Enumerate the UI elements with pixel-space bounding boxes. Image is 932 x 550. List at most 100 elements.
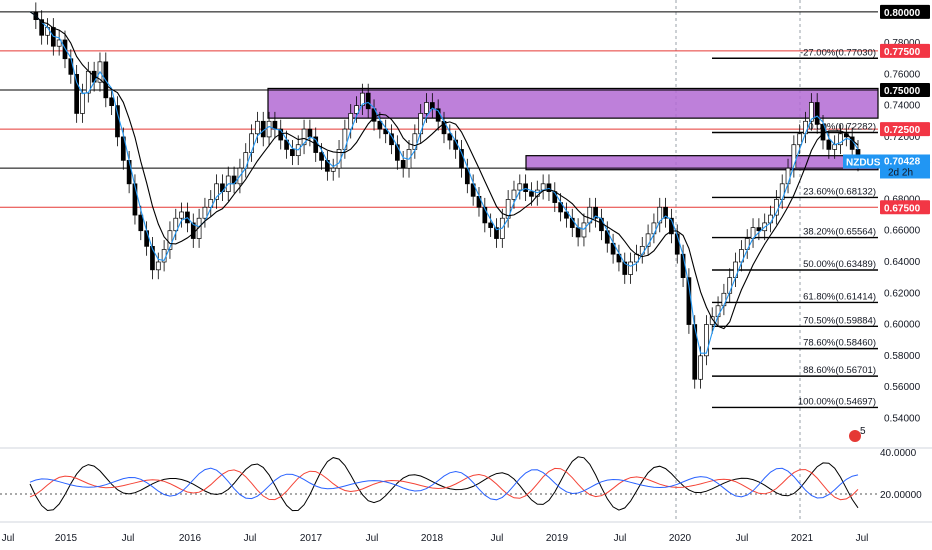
level-price-tag-label: 0.67500 bbox=[884, 203, 921, 214]
candle-body bbox=[377, 120, 383, 130]
candle-body bbox=[756, 227, 762, 232]
fib-label: 50.00%(0.63489) bbox=[803, 259, 876, 270]
time-axis-label: Jul bbox=[614, 533, 627, 544]
price-tick-label: 0.78000 bbox=[884, 38, 921, 49]
candle-body bbox=[832, 144, 838, 150]
last-price-label: 0.70428 bbox=[884, 156, 921, 167]
candle-body bbox=[838, 133, 843, 146]
price-tick-label: 0.74000 bbox=[884, 101, 921, 112]
price-tick-label: 0.58000 bbox=[884, 351, 921, 362]
candle-body bbox=[115, 105, 120, 138]
price-tick-label: 0.68000 bbox=[884, 194, 921, 205]
candle-body bbox=[214, 183, 219, 200]
price-tick-label: 0.76000 bbox=[884, 69, 921, 80]
level-price-tag bbox=[880, 4, 930, 19]
candle-body bbox=[698, 355, 703, 380]
candle-body bbox=[74, 74, 79, 114]
candle-body bbox=[120, 136, 126, 161]
candle-body bbox=[68, 58, 74, 75]
price-tick-label: 0.66000 bbox=[884, 226, 921, 237]
candle-body bbox=[354, 105, 359, 114]
lower-zone bbox=[525, 155, 879, 171]
candle-body bbox=[809, 102, 814, 122]
indicator-black-line bbox=[29, 456, 859, 512]
time-axis-label: 2015 bbox=[55, 533, 78, 544]
candle-body bbox=[814, 102, 820, 125]
candle-body bbox=[628, 261, 633, 275]
candle-body bbox=[447, 133, 453, 141]
price-tick-label: 0.62000 bbox=[884, 288, 921, 299]
indicator-tick-label: 40.0000 bbox=[880, 448, 917, 459]
indicator-tick-label: 20.00000 bbox=[880, 490, 922, 501]
level-price-tag bbox=[880, 122, 930, 137]
time-axis-label: Jul bbox=[2, 533, 15, 544]
candle-body bbox=[721, 292, 727, 307]
candle-body bbox=[109, 97, 114, 106]
flag-badge-icon bbox=[849, 430, 861, 442]
candle-body bbox=[395, 144, 400, 161]
candle-body bbox=[319, 152, 324, 161]
price-tick-label: 0.72000 bbox=[884, 132, 921, 143]
time-axis[interactable]: Jul 2015 Jul 2016 Jul 2017 Jul 2018 Jul 2019 Jul 20… bbox=[0, 521, 932, 544]
candle-body bbox=[663, 206, 668, 219]
candle-body bbox=[39, 19, 45, 36]
time-axis-label: 2018 bbox=[421, 533, 444, 544]
candle-body bbox=[144, 230, 149, 247]
fib-label: -27.00%(0.77030) bbox=[800, 47, 876, 58]
candle-body bbox=[593, 206, 598, 219]
fib-label: 78.60%(0.58460) bbox=[803, 338, 876, 349]
time-axis-label: Jul bbox=[244, 533, 257, 544]
candle-body bbox=[138, 214, 144, 232]
candle-body bbox=[330, 167, 336, 172]
candle-body bbox=[645, 233, 651, 247]
candle-body bbox=[581, 222, 587, 238]
fib-label: 61.80%(0.61414) bbox=[803, 291, 876, 302]
candle-body bbox=[348, 113, 354, 130]
time-axis-label: Jul bbox=[856, 533, 869, 544]
time-axis-label: 2021 bbox=[791, 533, 814, 544]
candle-body bbox=[255, 120, 260, 135]
candle-body bbox=[56, 39, 62, 47]
fib-label: 100.00%(0.54697) bbox=[798, 396, 876, 407]
candle-body bbox=[791, 144, 797, 169]
price-tick-label: 0.64000 bbox=[884, 257, 921, 268]
candle-body bbox=[546, 183, 552, 192]
time-axis-label: Jul bbox=[736, 533, 749, 544]
level-price-tag-label: 0.77500 bbox=[884, 47, 921, 58]
candle-body bbox=[62, 39, 68, 60]
candle-body bbox=[179, 211, 184, 219]
candle-body bbox=[400, 160, 406, 169]
countdown-label: 2d 2h bbox=[888, 167, 913, 178]
candle-body bbox=[482, 206, 488, 224]
time-axis-label: Jul bbox=[491, 533, 504, 544]
candle-body bbox=[202, 206, 208, 219]
candle-body bbox=[243, 152, 249, 169]
candle-body bbox=[266, 120, 272, 138]
candle-body bbox=[365, 92, 371, 110]
level-price-tag-label: 0.72500 bbox=[884, 125, 921, 136]
candle-body bbox=[494, 227, 499, 239]
candle-body bbox=[785, 167, 791, 185]
last-price-tag bbox=[880, 154, 930, 179]
time-axis-label: 2016 bbox=[179, 533, 202, 544]
price-tick-label: 0.56000 bbox=[884, 382, 921, 393]
time-axis-label: Jul bbox=[366, 533, 379, 544]
candle-body bbox=[307, 128, 313, 138]
candle-body bbox=[424, 102, 429, 114]
indicator-blue-line bbox=[29, 467, 859, 501]
candle-body bbox=[564, 211, 569, 219]
candle-body bbox=[797, 133, 803, 146]
slow-ma-line bbox=[29, 11, 859, 330]
candle-body bbox=[150, 246, 155, 271]
main-price-pane[interactable]: -27.00%(0.77030) 0.00%(0.72282) 23.60%(0.6… bbox=[0, 0, 888, 520]
candle-body bbox=[155, 261, 161, 271]
candle-body bbox=[249, 133, 254, 153]
level-price-tag bbox=[880, 83, 930, 97]
candle-body bbox=[529, 191, 534, 197]
indicator-pane[interactable]: 40.0000 20.00000 bbox=[0, 447, 932, 512]
candle-body bbox=[290, 149, 295, 157]
price-axis[interactable]: 0.54000 0.56000 0.58000 0.60000 0.62000 0.640… bbox=[880, 4, 930, 425]
symbol-tag-label: NZDUSD bbox=[846, 157, 888, 168]
candle-body bbox=[196, 217, 202, 239]
